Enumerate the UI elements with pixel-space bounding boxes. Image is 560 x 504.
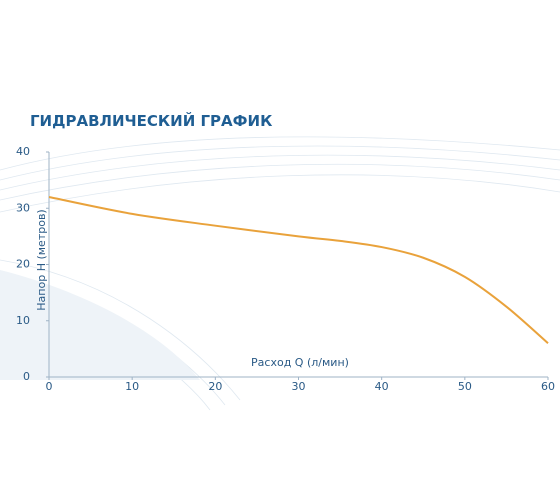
x-tick-label: 50	[458, 380, 472, 393]
x-tick-label: 30	[292, 380, 306, 393]
x-tick-label: 10	[125, 380, 139, 393]
y-tick-label: 10	[16, 314, 30, 327]
y-tick-label: 40	[16, 145, 30, 158]
x-axis-title: Расход Q (л/мин)	[251, 356, 349, 369]
y-axis-title: Напор H (метров)	[35, 209, 48, 310]
background-waves	[0, 136, 560, 411]
x-tick-label: 20	[208, 380, 222, 393]
chart-title: ГИДРАВЛИЧЕСКИЙ ГРАФИК	[30, 111, 273, 130]
data-line	[48, 196, 549, 345]
x-tick-label: 0	[46, 380, 53, 393]
y-tick-label: 0	[23, 370, 30, 383]
y-tick-label: 30	[16, 201, 30, 214]
x-tick-label: 40	[375, 380, 389, 393]
x-tick-label: 60	[541, 380, 555, 393]
y-tick-label: 20	[16, 258, 30, 271]
